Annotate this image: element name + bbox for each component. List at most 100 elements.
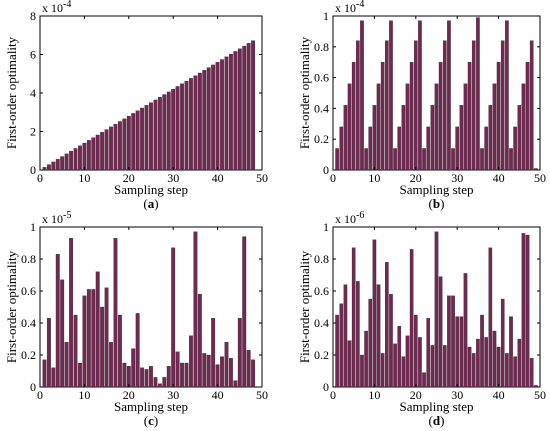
bar [46,164,51,171]
bar [426,318,431,388]
bar [356,281,360,388]
bar [364,148,368,171]
bar [413,314,418,388]
bar [409,62,414,171]
bar [418,20,422,171]
x-tick-label: 40 [493,388,505,402]
bar [529,358,534,388]
bar [496,346,501,388]
bar [529,40,534,171]
bar [184,362,189,388]
bar [122,362,127,388]
y-tick-label: 0.2 [21,348,36,362]
bar [525,62,530,171]
y-tick-label: 0.4 [314,316,329,330]
bar [476,338,480,388]
bar [438,62,443,171]
bar [193,231,198,388]
bar [426,126,431,171]
bar [104,129,109,171]
bar [64,342,69,388]
panel-c: 0 10 20 30 40 50 0 0.2 0.4 0.6 0.8 1 x 10-5 Sampling … [4,210,268,428]
bar [104,287,109,388]
bar [500,298,505,388]
bar [459,316,464,388]
bar [51,161,56,171]
bar [513,356,517,388]
bar [405,83,410,171]
bar [380,353,385,388]
bar [393,148,397,171]
bar [393,343,397,388]
bar [447,20,451,171]
y-tick-label: 0.2 [314,348,329,362]
bar [140,107,145,171]
x-tick-label: 0 [330,388,336,402]
bar [206,67,211,171]
bar [343,105,348,171]
bars [335,231,538,388]
y-tick-label: 0.8 [314,252,329,266]
bar [215,62,220,171]
x-axis-label: Sampling step [114,399,188,414]
y-tick-label: 0.8 [314,40,329,54]
y-tick-label: 1 [323,220,329,234]
bar [180,83,185,171]
bar [480,314,484,388]
bar [46,318,51,388]
bar [175,351,180,388]
bar [126,115,131,171]
bar [100,132,105,171]
bar [488,105,493,171]
y-tick-label: 0.6 [21,284,36,298]
bar [492,330,497,388]
y-tick-label: 0.4 [21,316,36,330]
bar [113,124,118,171]
x-tick-label: 50 [534,171,546,185]
bar [86,140,91,171]
bar [175,86,180,171]
bar [162,377,167,388]
bar [135,313,140,388]
bar [109,342,113,388]
bar [335,148,339,171]
bar [202,353,207,388]
bar [513,126,517,171]
bar [397,326,402,388]
y-tick-label: 0 [323,163,329,177]
bar [64,153,69,171]
bar [180,362,185,388]
bar [220,356,224,388]
bar [153,99,158,171]
bar [335,314,339,388]
bar [140,367,145,388]
bar [385,40,389,171]
bar [78,145,82,171]
bar [418,337,422,388]
bar [534,168,538,171]
axis-exponent: x 10-5 [42,210,71,226]
x-tick-label: 50 [256,388,268,402]
x-tick-label: 30 [451,388,463,402]
bar [356,40,360,171]
bar [42,167,47,171]
y-tick-label: 0.4 [314,101,329,115]
bar [397,126,402,171]
bar [351,62,356,171]
bar [91,137,96,171]
bar [126,366,131,388]
bar [109,126,113,171]
y-tick-label: 1 [323,9,329,23]
y-axis-label: First-order optimality [4,250,19,363]
bar [162,94,167,171]
bar [372,105,377,171]
bar [413,40,418,171]
bar [360,20,364,171]
bar [471,40,476,171]
bar [409,249,414,388]
bar [351,247,356,388]
panel-label: (c) [144,413,158,428]
bar [459,105,464,171]
bar [237,48,242,171]
